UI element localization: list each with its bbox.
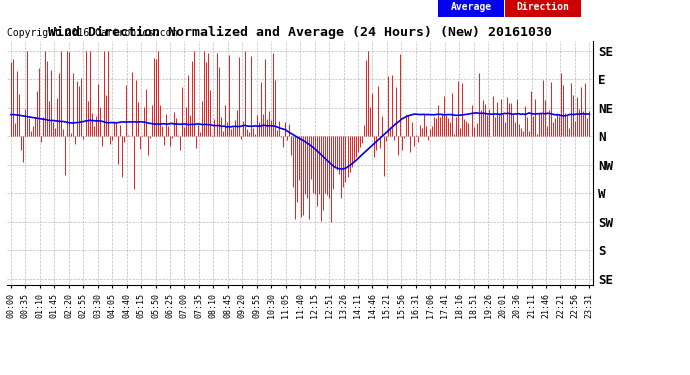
Title: Wind Direction Normalized and Average (24 Hours) (New) 20161030: Wind Direction Normalized and Average (2… (48, 26, 552, 39)
Text: Average: Average (451, 2, 491, 12)
Text: Copyright 2016 Cartronics.com: Copyright 2016 Cartronics.com (7, 28, 177, 38)
Text: Direction: Direction (517, 2, 569, 12)
